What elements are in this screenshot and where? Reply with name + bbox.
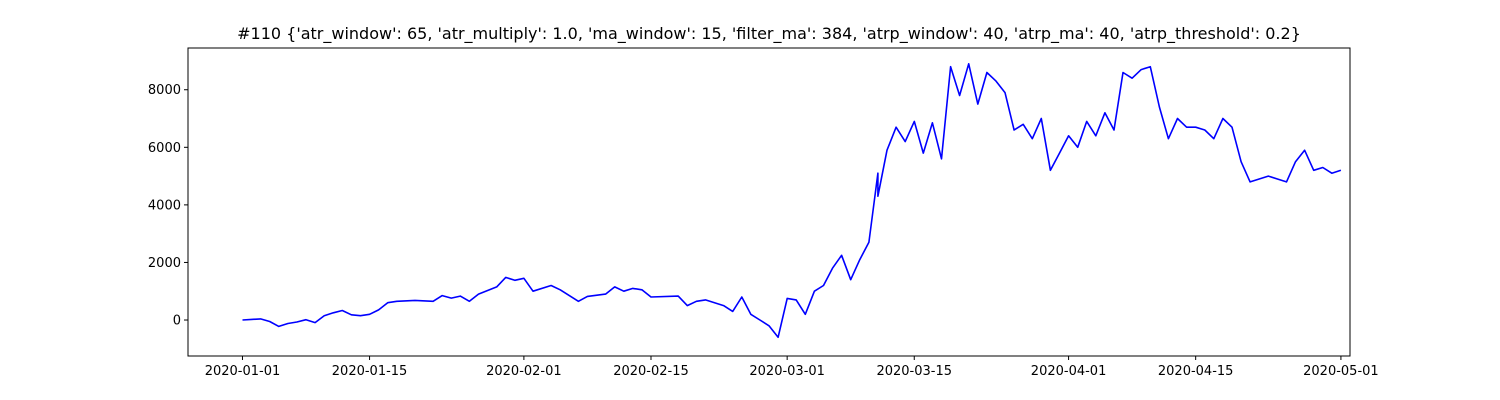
x-tick-label: 2020-01-15 [332,364,408,379]
x-tick-label: 2020-03-15 [876,364,952,379]
x-axis: 2020-01-01 2020-01-15 2020-02-01 2020-02-15… [205,356,1379,379]
y-tick-label: 6000 [148,141,181,156]
x-tick-label: 2020-05-01 [1303,364,1379,379]
series-line [242,62,1342,339]
y-tick-label: 8000 [148,83,181,98]
x-tick-label: 2020-04-01 [1031,364,1107,379]
plot-area [242,62,1342,339]
x-tick-label: 2020-04-15 [1158,364,1234,379]
x-tick-label: 2020-01-01 [205,364,281,379]
y-tick-label: 4000 [148,198,181,213]
y-tick-label: 2000 [148,256,181,271]
plot-frame [187,47,1351,357]
y-axis: 0 2000 4000 6000 8000 [148,83,188,329]
chart-title: #110 {'atr_window': 65, 'atr_multiply': … [237,24,1301,44]
x-tick-label: 2020-02-15 [613,364,689,379]
y-tick-label: 0 [173,314,181,329]
x-tick-label: 2020-03-01 [749,364,825,379]
x-tick-label: 2020-02-01 [486,364,562,379]
